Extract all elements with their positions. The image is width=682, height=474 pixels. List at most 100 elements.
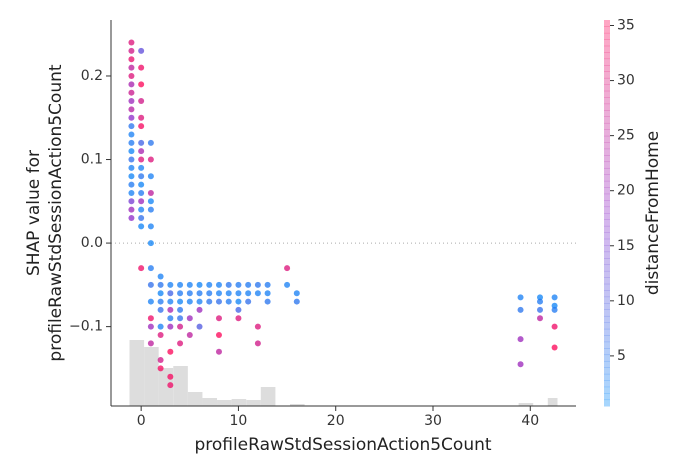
point [235, 306, 242, 313]
point [215, 281, 222, 288]
point [254, 281, 261, 288]
point [293, 290, 300, 297]
point [551, 302, 558, 309]
point [128, 72, 135, 79]
point [254, 290, 261, 297]
point [537, 306, 544, 313]
point [196, 298, 203, 305]
colorbar-segment [604, 65, 610, 72]
colorbar-segment [604, 39, 610, 47]
point [128, 98, 135, 105]
colorbar-segment [604, 167, 610, 175]
colorbar-segment [604, 251, 610, 259]
point [215, 290, 222, 297]
colorbar-tick-label: 5 [617, 348, 626, 364]
histogram-bar [129, 340, 145, 406]
point [147, 240, 154, 247]
point [186, 281, 193, 288]
point [537, 315, 544, 322]
point [235, 281, 242, 288]
point [157, 273, 164, 280]
colorbar-segment [604, 84, 610, 92]
point [128, 47, 135, 54]
point [157, 365, 164, 372]
colorbar-label: distanceFromHome [643, 131, 663, 295]
point [196, 306, 203, 313]
point [293, 298, 300, 305]
colorbar-segment [604, 213, 610, 220]
point [147, 281, 154, 288]
point [215, 298, 222, 305]
point [517, 336, 524, 343]
colorbar-segment [604, 193, 610, 201]
point [215, 331, 222, 338]
point [245, 290, 252, 297]
point [128, 131, 135, 138]
histogram-bar [144, 347, 159, 406]
colorbar-segment [604, 206, 610, 214]
point [128, 156, 135, 163]
colorbar-segment [604, 283, 610, 291]
colorbar-segment [604, 335, 610, 343]
histogram-bar [187, 392, 203, 406]
point [157, 298, 164, 305]
point [177, 340, 184, 347]
point [147, 223, 154, 230]
colorbar-segment [604, 219, 610, 227]
x-axis-label: profileRawStdSessionAction5Count [194, 435, 491, 455]
point [235, 298, 242, 305]
colorbar-segment [604, 32, 610, 40]
point [206, 298, 213, 305]
x-tick-label: 30 [424, 413, 442, 429]
histogram-bar [217, 400, 232, 406]
point [128, 56, 135, 63]
point [186, 298, 193, 305]
colorbar-segment [604, 373, 610, 381]
colorbar-segment [604, 360, 610, 368]
point [147, 323, 154, 330]
point [128, 139, 135, 146]
colorbar-segment [604, 71, 610, 79]
colorbar-segment [604, 367, 610, 375]
colorbar-segment [604, 277, 610, 285]
point [177, 323, 184, 330]
point [147, 298, 154, 305]
point [167, 306, 174, 313]
histogram-bar [289, 404, 305, 406]
colorbar-segment [604, 26, 610, 34]
colorbar-segment [604, 393, 610, 401]
point [225, 298, 232, 305]
colorbar-segment [604, 129, 610, 137]
point [138, 123, 145, 130]
x-tick-label: 10 [230, 413, 248, 429]
point [128, 189, 135, 196]
point [128, 198, 135, 205]
point [167, 348, 174, 355]
colorbar-tick-label: 10 [617, 293, 635, 309]
point [537, 298, 544, 305]
point [517, 306, 524, 313]
point [167, 290, 174, 297]
colorbar-segment [604, 322, 610, 330]
colorbar-segment [604, 142, 610, 150]
point [215, 348, 222, 355]
point [167, 298, 174, 305]
colorbar-segment [604, 103, 610, 111]
point [147, 265, 154, 272]
point [157, 281, 164, 288]
point [186, 290, 193, 297]
point [147, 315, 154, 322]
point [167, 315, 174, 322]
point [177, 315, 184, 322]
colorbar-segment [604, 238, 610, 246]
point [264, 290, 271, 297]
colorbar-segment [604, 174, 610, 182]
colorbar-segment [604, 315, 610, 323]
point [128, 39, 135, 46]
point [138, 98, 145, 105]
point [517, 294, 524, 301]
colorbar-segment [604, 180, 610, 188]
x-tick-label: 40 [521, 413, 539, 429]
point [225, 290, 232, 297]
